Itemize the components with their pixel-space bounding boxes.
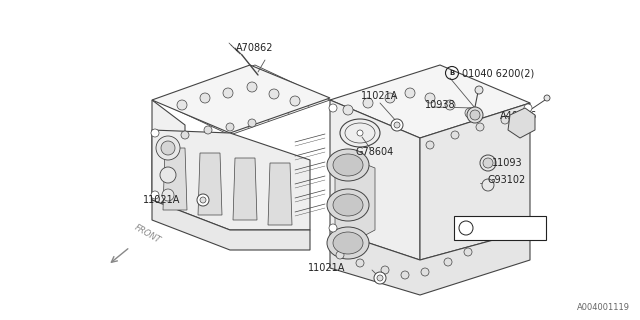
- Circle shape: [405, 88, 415, 98]
- Polygon shape: [163, 148, 187, 210]
- Text: 11021A: 11021A: [143, 195, 180, 205]
- Circle shape: [483, 158, 493, 168]
- Ellipse shape: [327, 189, 369, 221]
- Circle shape: [162, 189, 174, 201]
- Circle shape: [247, 82, 257, 92]
- Text: 01040 6200(2): 01040 6200(2): [462, 68, 534, 78]
- Polygon shape: [198, 153, 222, 215]
- Circle shape: [444, 258, 452, 266]
- Circle shape: [465, 108, 475, 118]
- Circle shape: [425, 93, 435, 103]
- Circle shape: [329, 224, 337, 232]
- Polygon shape: [152, 130, 310, 230]
- Ellipse shape: [333, 154, 363, 176]
- Text: FRONT: FRONT: [133, 223, 163, 245]
- Circle shape: [151, 191, 159, 199]
- Circle shape: [343, 105, 353, 115]
- Circle shape: [374, 272, 386, 284]
- Circle shape: [451, 131, 459, 139]
- Text: G78604: G78604: [355, 147, 393, 157]
- Text: 10938: 10938: [425, 100, 456, 110]
- Ellipse shape: [333, 194, 363, 216]
- Text: A70862: A70862: [236, 43, 274, 53]
- Polygon shape: [420, 103, 530, 260]
- Circle shape: [544, 95, 550, 101]
- Polygon shape: [152, 200, 310, 250]
- Text: 11021A: 11021A: [308, 263, 345, 273]
- Text: G93102: G93102: [487, 175, 525, 185]
- Circle shape: [480, 155, 496, 171]
- Circle shape: [363, 98, 373, 108]
- Polygon shape: [152, 100, 185, 225]
- Circle shape: [226, 123, 234, 131]
- Polygon shape: [155, 65, 330, 135]
- Polygon shape: [233, 158, 257, 220]
- Circle shape: [223, 88, 233, 98]
- Circle shape: [336, 251, 344, 259]
- Circle shape: [177, 100, 187, 110]
- Circle shape: [160, 167, 176, 183]
- Polygon shape: [268, 163, 292, 225]
- Polygon shape: [508, 108, 535, 138]
- Ellipse shape: [333, 232, 363, 254]
- Circle shape: [421, 268, 429, 276]
- Circle shape: [381, 266, 389, 274]
- Text: 11093: 11093: [492, 158, 523, 168]
- Circle shape: [248, 119, 256, 127]
- Circle shape: [269, 89, 279, 99]
- Circle shape: [329, 104, 337, 112]
- Circle shape: [200, 93, 210, 103]
- Text: A40606: A40606: [500, 111, 537, 121]
- Circle shape: [524, 224, 532, 232]
- Circle shape: [357, 130, 363, 136]
- Polygon shape: [330, 100, 420, 260]
- Circle shape: [394, 122, 400, 128]
- Polygon shape: [330, 65, 530, 138]
- Text: 11024*A: 11024*A: [477, 223, 519, 233]
- Circle shape: [290, 96, 300, 106]
- Circle shape: [161, 141, 175, 155]
- Circle shape: [482, 179, 494, 191]
- Circle shape: [356, 259, 364, 267]
- Circle shape: [467, 107, 483, 123]
- Circle shape: [464, 248, 472, 256]
- Circle shape: [475, 86, 483, 94]
- Text: B: B: [449, 70, 454, 76]
- Circle shape: [524, 104, 532, 112]
- Circle shape: [200, 197, 206, 203]
- Circle shape: [391, 119, 403, 131]
- Polygon shape: [335, 162, 375, 238]
- Circle shape: [385, 93, 395, 103]
- Circle shape: [151, 129, 159, 137]
- Circle shape: [181, 131, 189, 139]
- Polygon shape: [152, 65, 330, 133]
- Ellipse shape: [327, 227, 369, 259]
- Ellipse shape: [327, 149, 369, 181]
- Polygon shape: [330, 230, 530, 295]
- Circle shape: [426, 141, 434, 149]
- Circle shape: [470, 110, 480, 120]
- FancyBboxPatch shape: [454, 216, 546, 240]
- Circle shape: [476, 123, 484, 131]
- Text: A004001119: A004001119: [577, 303, 630, 312]
- Circle shape: [156, 136, 180, 160]
- Text: 1: 1: [464, 225, 468, 231]
- Circle shape: [197, 194, 209, 206]
- Circle shape: [501, 116, 509, 124]
- Circle shape: [445, 100, 455, 110]
- Circle shape: [204, 126, 212, 134]
- Circle shape: [401, 271, 409, 279]
- Text: 11021A: 11021A: [362, 91, 399, 101]
- Circle shape: [377, 275, 383, 281]
